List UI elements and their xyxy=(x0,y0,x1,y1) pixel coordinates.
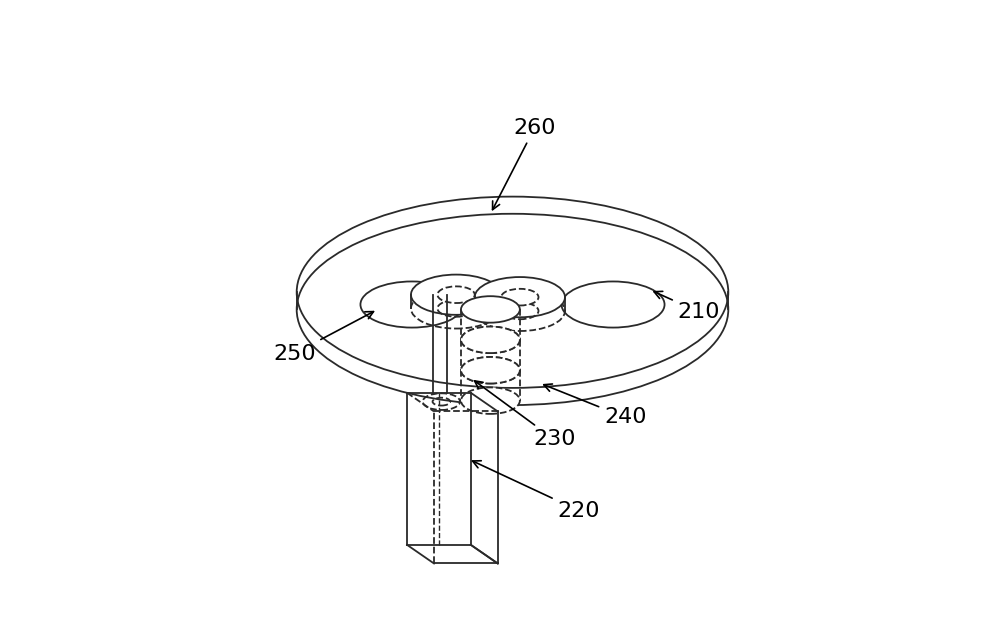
Ellipse shape xyxy=(475,277,565,317)
Ellipse shape xyxy=(501,289,538,306)
Text: 250: 250 xyxy=(273,311,374,364)
Ellipse shape xyxy=(461,387,520,414)
Text: 260: 260 xyxy=(493,118,556,210)
Ellipse shape xyxy=(461,296,520,323)
Text: 220: 220 xyxy=(473,461,600,520)
Ellipse shape xyxy=(562,282,665,327)
Text: 240: 240 xyxy=(544,384,647,427)
Ellipse shape xyxy=(411,275,501,315)
Ellipse shape xyxy=(461,327,520,353)
Ellipse shape xyxy=(461,357,520,383)
Ellipse shape xyxy=(297,197,728,388)
Ellipse shape xyxy=(461,327,520,353)
Ellipse shape xyxy=(360,282,463,327)
Text: 230: 230 xyxy=(475,381,575,449)
Text: 210: 210 xyxy=(654,291,720,322)
Ellipse shape xyxy=(437,287,475,303)
Ellipse shape xyxy=(461,357,520,383)
